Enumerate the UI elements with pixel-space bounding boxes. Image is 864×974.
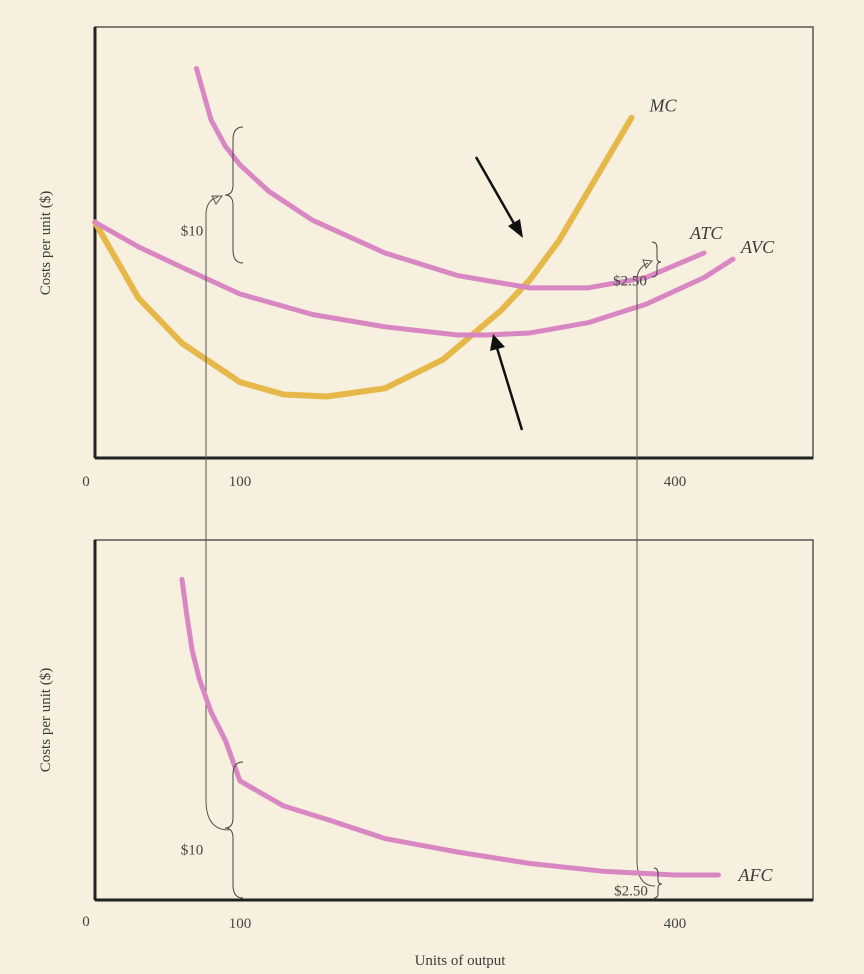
x-axis-label: Units of output [415,953,507,969]
connector-10-arrowhead [211,195,223,205]
avc-curve [92,219,736,338]
bottom-x-tick-400: 400 [664,916,687,932]
top-origin-label: 0 [82,474,90,490]
top-10-label: $10 [181,223,204,239]
bottom-10-label: $10 [181,842,204,858]
bottom-250-label: $2.50 [614,884,648,900]
connector-lines [205,195,656,887]
top-10-brace [224,126,244,264]
top-y-axis-label: Costs per unit ($) [38,191,54,296]
bottom-panel: Costs per unit ($) 0 100 400 Units of ou… [38,539,814,969]
connector-250-line [636,262,656,887]
top-panel: Costs per unit ($) 0 100 400 MC ATC AVC … [38,26,814,490]
atc-label: ATC [689,223,723,243]
atc-curve [194,66,707,291]
avc-label: AVC [740,237,775,257]
bottom-y-axis-label: Costs per unit ($) [38,668,54,773]
mc-label: MC [649,96,678,116]
top-250-label: $2.50 [613,274,647,290]
top-x-tick-400: 400 [664,474,687,490]
bottom-250-brace [653,867,663,899]
top-250-brace [651,241,662,278]
atc-mc-intersection-arrow [474,156,523,238]
bottom-origin-label: 0 [82,914,90,930]
connector-250-arrowhead [642,259,653,269]
bottom-10-brace [224,761,244,899]
top-x-tick-100: 100 [229,474,252,490]
avc-mc-intersection-arrow [490,334,524,431]
afc-curve [179,576,721,878]
mc-curve [92,114,635,400]
connector-10-line [205,196,230,831]
afc-label: AFC [738,865,774,885]
bottom-x-tick-100: 100 [229,916,252,932]
